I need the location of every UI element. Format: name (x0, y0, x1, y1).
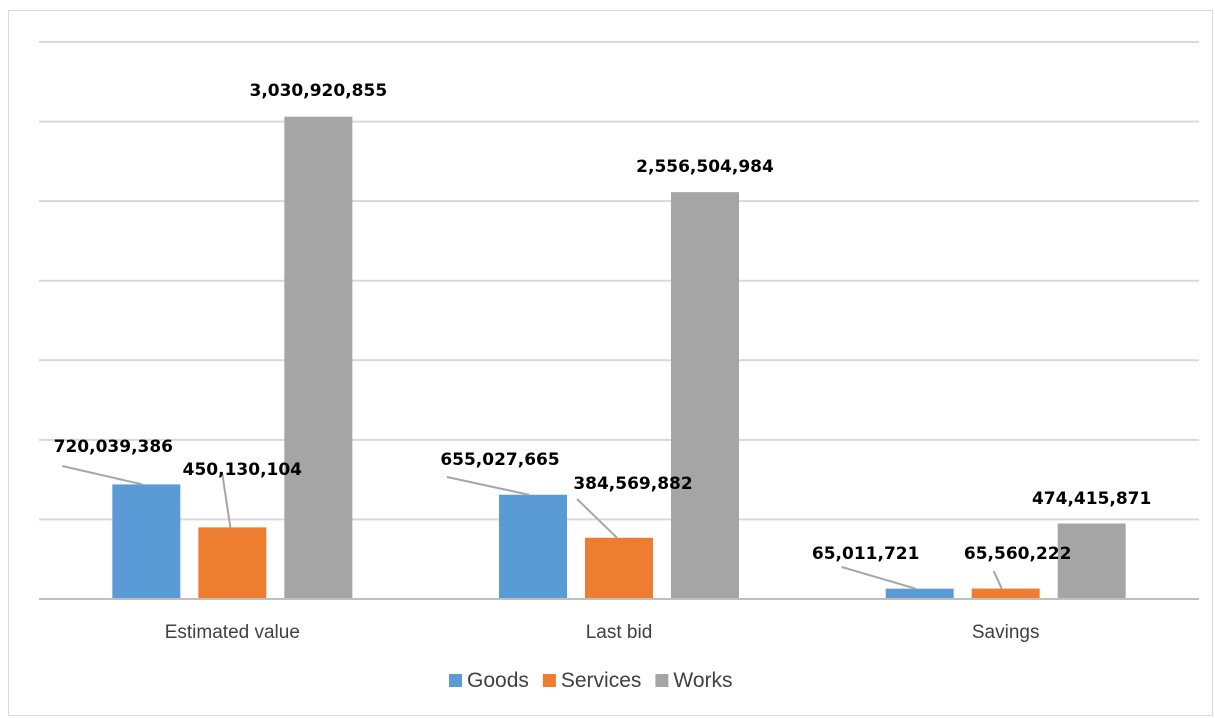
bar-chart: 720,039,386 450,130,104 3,030,920,855 655,0… (39, 41, 1199, 692)
bar-goods-3 (885, 588, 954, 599)
data-label-goods-1: 720,039,386 (54, 437, 173, 457)
x-tick-label-2: Last bid (586, 622, 653, 643)
leader-lines (62, 465, 1003, 590)
data-label-services-2: 384,569,882 (573, 474, 692, 494)
data-label-goods-2: 655,027,665 (440, 450, 559, 470)
leader-line-services-1 (221, 473, 232, 528)
data-label-goods-3: 65,011,721 (812, 544, 920, 564)
data-label-services-1: 450,130,104 (183, 460, 303, 480)
leader-line-goods-3 (841, 566, 916, 590)
bar-works-2 (671, 192, 739, 599)
bar-works-3 (1057, 523, 1126, 599)
legend: Goods Services Works (449, 669, 733, 692)
chart-area: 720,039,386 450,130,104 3,030,920,855 655,0… (8, 10, 1213, 716)
data-label-works-1: 3,030,920,855 (249, 81, 387, 101)
bar-services-1 (198, 527, 267, 599)
bar-services-2 (585, 537, 653, 599)
leader-line-goods-2 (446, 476, 530, 496)
legend-swatch-works (655, 674, 669, 687)
legend-swatch-goods (449, 674, 462, 687)
bar-works-1 (284, 116, 353, 599)
bar-goods-1 (112, 484, 181, 599)
bar-services-3 (971, 588, 1040, 599)
x-axis: Estimated value Last bid Savings (39, 598, 1199, 643)
legend-swatch-services (542, 674, 556, 687)
gridlines (39, 41, 1199, 521)
bars (112, 116, 1126, 599)
data-label-works-2: 2,556,504,984 (636, 157, 774, 177)
x-tick-label-1: Estimated value (165, 622, 300, 643)
data-label-works-3: 474,415,871 (1032, 489, 1151, 509)
leader-line-services-2 (576, 498, 618, 539)
x-tick-label-3: Savings (972, 622, 1040, 643)
legend-label-goods: Goods (467, 669, 529, 692)
leader-line-goods-1 (62, 465, 143, 486)
legend-label-works: Works (673, 669, 732, 692)
leader-line-services-3 (992, 570, 1003, 589)
data-label-services-3: 65,560,222 (964, 544, 1072, 564)
legend-label-services: Services (561, 669, 642, 692)
data-labels: 720,039,386 450,130,104 3,030,920,855 655,0… (54, 81, 1152, 564)
bar-goods-2 (499, 494, 567, 599)
